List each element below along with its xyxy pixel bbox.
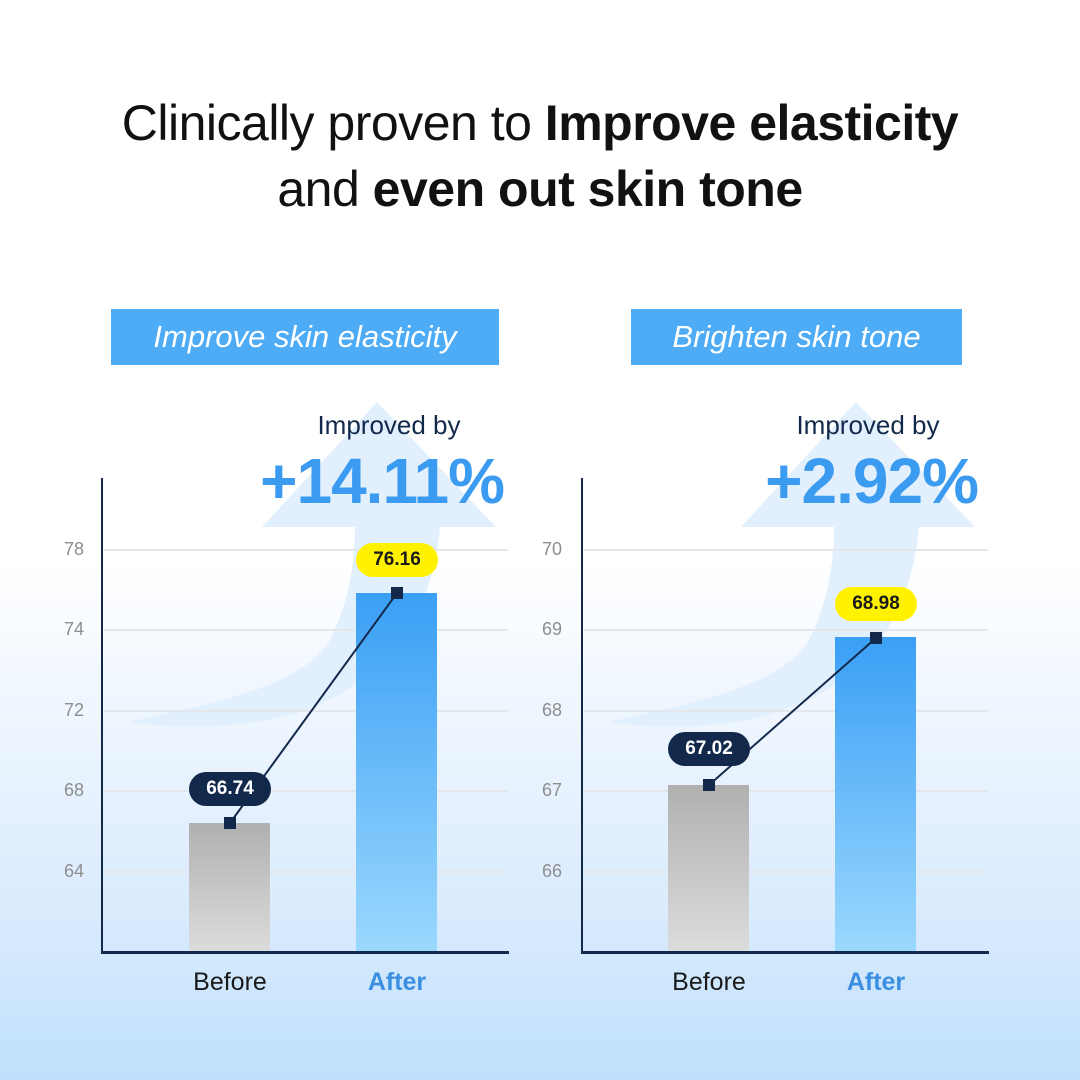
y-tick-label: 72 — [63, 700, 85, 720]
up-arrow-icon-right — [609, 402, 975, 727]
value-label-before: 66.74 — [189, 772, 271, 806]
gridline — [104, 710, 508, 712]
y-tick-label: 66 — [541, 861, 563, 881]
data-point-marker — [224, 817, 236, 829]
improved-by-value: +14.11% — [260, 445, 505, 517]
improved-by-label: Improved by — [317, 410, 461, 440]
gridline — [104, 549, 508, 551]
y-tick-label: 67 — [541, 780, 563, 800]
up-arrow-icon-left — [130, 402, 496, 727]
y-tick-label: 69 — [541, 619, 563, 639]
x-label-after: After — [367, 968, 427, 996]
y-tick-label: 64 — [63, 861, 85, 881]
improved-by-value: +2.92% — [765, 445, 979, 517]
bar-before — [189, 823, 270, 952]
x-axis — [581, 951, 989, 954]
gridline — [584, 710, 988, 712]
bar-before — [668, 785, 749, 952]
y-tick-label: 70 — [541, 539, 563, 559]
gridline — [584, 549, 988, 551]
headline-line-1: Clinically proven to Improve elasticity — [0, 90, 1080, 156]
gridline — [584, 790, 988, 792]
value-label-before: 67.02 — [668, 732, 750, 766]
y-axis — [581, 478, 583, 954]
headline-line-1-bold: Improve elasticity — [544, 95, 959, 151]
value-label-after: 68.98 — [835, 587, 917, 621]
gridline — [104, 629, 508, 631]
value-label-after: 76.16 — [356, 543, 438, 577]
improved-by-label: Improved by — [796, 410, 940, 440]
gridline — [104, 790, 508, 792]
y-axis — [101, 478, 103, 954]
y-tick-label: 68 — [63, 780, 85, 800]
headline: Clinically proven to Improve elasticity … — [0, 90, 1080, 222]
headline-line-2: and even out skin tone — [0, 156, 1080, 222]
headline-line-1-regular: Clinically proven to — [121, 95, 545, 151]
x-axis — [101, 951, 509, 954]
gridline — [104, 871, 508, 873]
x-label-before: Before — [193, 968, 267, 996]
headline-line-2-regular: and — [277, 161, 373, 217]
chart-title-banner: Brighten skin tone — [631, 309, 962, 365]
bar-after — [356, 593, 437, 952]
data-point-marker — [870, 632, 882, 644]
y-tick-label: 78 — [63, 539, 85, 559]
y-tick-label: 74 — [63, 619, 85, 639]
headline-line-2-bold: even out skin tone — [372, 161, 803, 217]
gridline — [584, 871, 988, 873]
chart-title-banner: Improve skin elasticity — [111, 309, 499, 365]
x-label-before: Before — [672, 968, 746, 996]
data-point-marker — [391, 587, 403, 599]
x-label-after: After — [846, 968, 906, 996]
data-point-marker — [703, 779, 715, 791]
y-tick-label: 68 — [541, 700, 563, 720]
gridline — [584, 629, 988, 631]
bar-after — [835, 637, 916, 952]
